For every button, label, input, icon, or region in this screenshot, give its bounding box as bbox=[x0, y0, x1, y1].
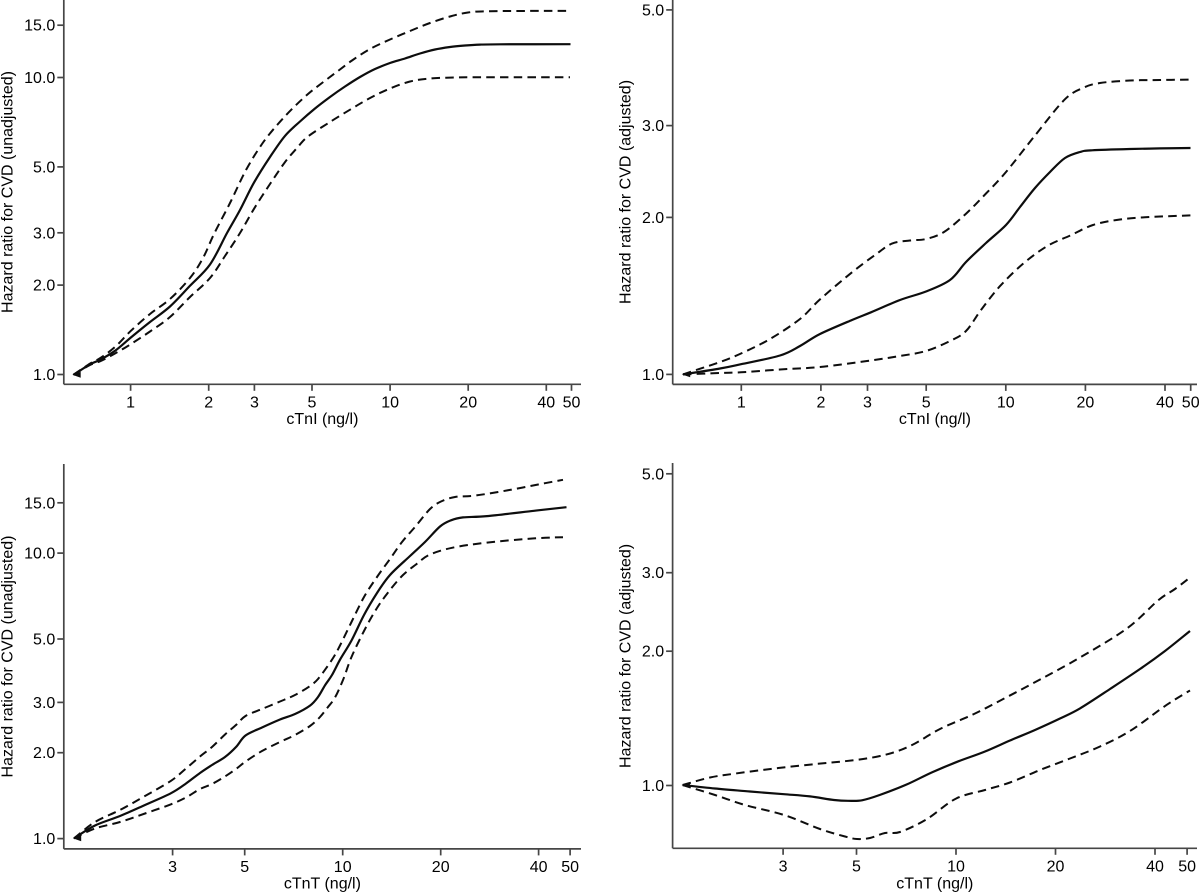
svg-text:10: 10 bbox=[997, 394, 1015, 411]
svg-text:5.0: 5.0 bbox=[642, 2, 664, 19]
svg-text:1.0: 1.0 bbox=[642, 778, 664, 795]
svg-text:Hazard ratio for CVD (unadjust: Hazard ratio for CVD (unadjusted) bbox=[0, 71, 16, 313]
svg-text:50: 50 bbox=[1178, 858, 1196, 875]
svg-text:1.0: 1.0 bbox=[33, 367, 55, 384]
svg-text:2.0: 2.0 bbox=[642, 644, 664, 661]
svg-text:5.0: 5.0 bbox=[33, 159, 55, 176]
svg-text:3.0: 3.0 bbox=[33, 225, 55, 242]
svg-text:20: 20 bbox=[1077, 394, 1095, 411]
svg-text:Hazard ratio for CVD (adjusted: Hazard ratio for CVD (adjusted) bbox=[618, 80, 635, 304]
svg-text:10.0: 10.0 bbox=[24, 70, 55, 87]
svg-text:Hazard ratio for CVD (adjusted: Hazard ratio for CVD (adjusted) bbox=[618, 544, 635, 768]
svg-text:3: 3 bbox=[168, 859, 177, 876]
svg-text:2: 2 bbox=[816, 394, 825, 411]
svg-text:5.0: 5.0 bbox=[642, 466, 664, 483]
svg-text:40: 40 bbox=[530, 859, 548, 876]
svg-text:1.0: 1.0 bbox=[642, 367, 664, 384]
svg-text:2.0: 2.0 bbox=[33, 278, 55, 295]
svg-text:20: 20 bbox=[432, 859, 450, 876]
svg-text:10.0: 10.0 bbox=[24, 546, 55, 563]
svg-text:5: 5 bbox=[308, 394, 317, 411]
svg-text:3: 3 bbox=[779, 858, 788, 875]
svg-text:5: 5 bbox=[852, 858, 861, 875]
svg-text:cTnI (ng/l): cTnI (ng/l) bbox=[899, 411, 971, 428]
svg-text:50: 50 bbox=[563, 394, 581, 411]
svg-text:40: 40 bbox=[537, 394, 555, 411]
svg-text:cTnT (ng/l): cTnT (ng/l) bbox=[896, 876, 973, 893]
svg-text:cTnI (ng/l): cTnI (ng/l) bbox=[286, 411, 358, 428]
svg-text:40: 40 bbox=[1156, 394, 1174, 411]
svg-text:5: 5 bbox=[922, 394, 931, 411]
svg-text:1.0: 1.0 bbox=[33, 831, 55, 848]
svg-text:10: 10 bbox=[334, 859, 352, 876]
svg-text:3.0: 3.0 bbox=[642, 118, 664, 135]
svg-text:20: 20 bbox=[1047, 858, 1065, 875]
svg-text:3.0: 3.0 bbox=[33, 695, 55, 712]
svg-text:3: 3 bbox=[250, 394, 259, 411]
svg-text:3.0: 3.0 bbox=[642, 565, 664, 582]
svg-text:15.0: 15.0 bbox=[24, 495, 55, 512]
svg-text:2: 2 bbox=[204, 394, 213, 411]
svg-text:3: 3 bbox=[863, 394, 872, 411]
svg-text:15.0: 15.0 bbox=[24, 18, 55, 35]
svg-text:20: 20 bbox=[459, 394, 477, 411]
svg-text:cTnT (ng/l): cTnT (ng/l) bbox=[284, 876, 361, 893]
svg-text:40: 40 bbox=[1146, 858, 1164, 875]
svg-text:10: 10 bbox=[947, 858, 965, 875]
svg-text:1: 1 bbox=[126, 394, 135, 411]
svg-text:5: 5 bbox=[240, 859, 249, 876]
svg-text:50: 50 bbox=[1182, 394, 1200, 411]
svg-text:1: 1 bbox=[737, 394, 746, 411]
svg-text:50: 50 bbox=[561, 859, 579, 876]
svg-text:5.0: 5.0 bbox=[33, 632, 55, 649]
svg-text:2.0: 2.0 bbox=[642, 210, 664, 227]
svg-text:Hazard ratio for CVD (unadjust: Hazard ratio for CVD (unadjusted) bbox=[0, 536, 16, 778]
svg-text:2.0: 2.0 bbox=[33, 745, 55, 762]
svg-text:10: 10 bbox=[381, 394, 399, 411]
